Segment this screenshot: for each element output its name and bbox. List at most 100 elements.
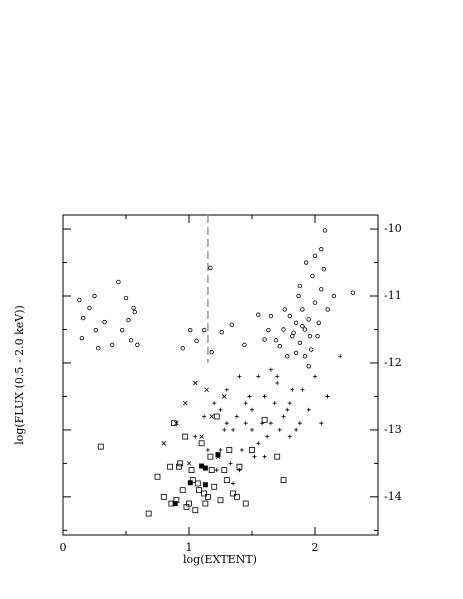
point-circle	[256, 312, 261, 317]
point-square	[223, 477, 230, 484]
point-circle	[93, 327, 98, 333]
point-plus	[252, 454, 257, 459]
point-circle	[132, 309, 138, 315]
point-circle	[266, 327, 271, 333]
point-circle	[297, 340, 303, 346]
point-circle	[316, 320, 321, 325]
point-plus	[272, 401, 277, 406]
point-plus	[237, 468, 242, 473]
point-plus	[250, 427, 254, 432]
point-circle	[300, 323, 305, 329]
y-tick-label: -12	[384, 356, 402, 369]
point-plus	[275, 374, 280, 379]
point-square	[274, 453, 281, 460]
point-square	[167, 463, 174, 470]
point-circle	[109, 342, 115, 348]
point-circle	[262, 337, 267, 342]
point-square	[230, 490, 237, 497]
point-square	[217, 497, 224, 504]
point-circle	[116, 279, 121, 285]
point-plus	[290, 387, 295, 392]
point-circle	[297, 283, 303, 289]
point-square	[249, 447, 255, 453]
x-tick-label: 0	[60, 541, 67, 554]
point-cross	[209, 414, 214, 419]
point-circle	[277, 344, 282, 349]
point-square	[196, 487, 202, 494]
point-plus	[287, 434, 292, 439]
point-square	[207, 453, 214, 460]
point-square	[204, 493, 211, 500]
point-plus	[205, 447, 210, 452]
point-circle	[128, 337, 134, 343]
point-plus	[231, 427, 236, 432]
point-square	[189, 477, 196, 484]
point-circle	[80, 315, 86, 321]
point-plus	[300, 387, 305, 392]
point-square	[192, 507, 199, 514]
point-circle	[302, 354, 308, 359]
point-circle	[315, 333, 320, 339]
point-circle	[293, 350, 299, 356]
point-plus	[262, 454, 267, 459]
point-square	[242, 500, 249, 507]
y-tick-label: -11	[384, 289, 402, 302]
point-plus	[247, 394, 252, 399]
point-circle	[331, 293, 337, 299]
x-axis-label: log(EXTENT)	[183, 553, 257, 566]
point-circle	[120, 327, 125, 333]
point-circle	[306, 364, 311, 369]
point-plus	[193, 434, 198, 439]
point-circle	[319, 287, 324, 292]
point-circle	[77, 297, 82, 303]
point-cross	[182, 400, 188, 406]
point-plus	[202, 414, 207, 419]
point-plus	[218, 447, 223, 452]
point-circle	[135, 342, 140, 348]
point-circle	[209, 350, 214, 355]
point-plus	[214, 468, 219, 473]
point-plus	[231, 481, 236, 486]
point-plus	[212, 401, 217, 406]
point-square	[211, 483, 218, 490]
point-square	[176, 463, 182, 470]
point-plus	[297, 421, 302, 426]
point-filled-square	[199, 463, 205, 469]
y-tick-label: -10	[384, 222, 402, 235]
point-filled-square	[202, 465, 208, 471]
point-cross	[204, 387, 209, 393]
point-circle	[123, 295, 129, 301]
point-circle	[188, 327, 193, 333]
point-circle	[325, 307, 330, 312]
point-square	[154, 473, 161, 480]
point-plus	[338, 354, 343, 359]
point-cross	[199, 434, 204, 439]
point-circle	[194, 338, 199, 344]
point-square	[213, 413, 220, 420]
point-circle	[319, 246, 324, 252]
point-filled-square	[187, 480, 193, 486]
point-filled-square	[215, 452, 221, 458]
x-tick-label: 2	[312, 541, 319, 554]
point-circle	[300, 307, 305, 312]
point-plus	[277, 427, 282, 432]
point-square	[208, 467, 215, 473]
y-tick-label: -13	[384, 423, 402, 436]
y-axis-label: log(FLUX (0.5 - 2.0 keV))	[13, 305, 26, 445]
point-circle	[268, 313, 274, 319]
point-circle	[309, 347, 314, 352]
point-square	[188, 467, 195, 473]
point-plus	[256, 441, 261, 446]
point-circle	[131, 305, 136, 311]
point-square	[194, 480, 201, 487]
point-square	[177, 460, 184, 467]
point-filled-square	[202, 482, 208, 488]
point-circle	[350, 290, 355, 295]
point-circle	[126, 317, 131, 323]
point-plus	[262, 394, 267, 399]
point-square	[179, 487, 186, 494]
point-square	[221, 467, 228, 473]
point-plus	[243, 401, 248, 406]
point-plus	[325, 394, 330, 399]
